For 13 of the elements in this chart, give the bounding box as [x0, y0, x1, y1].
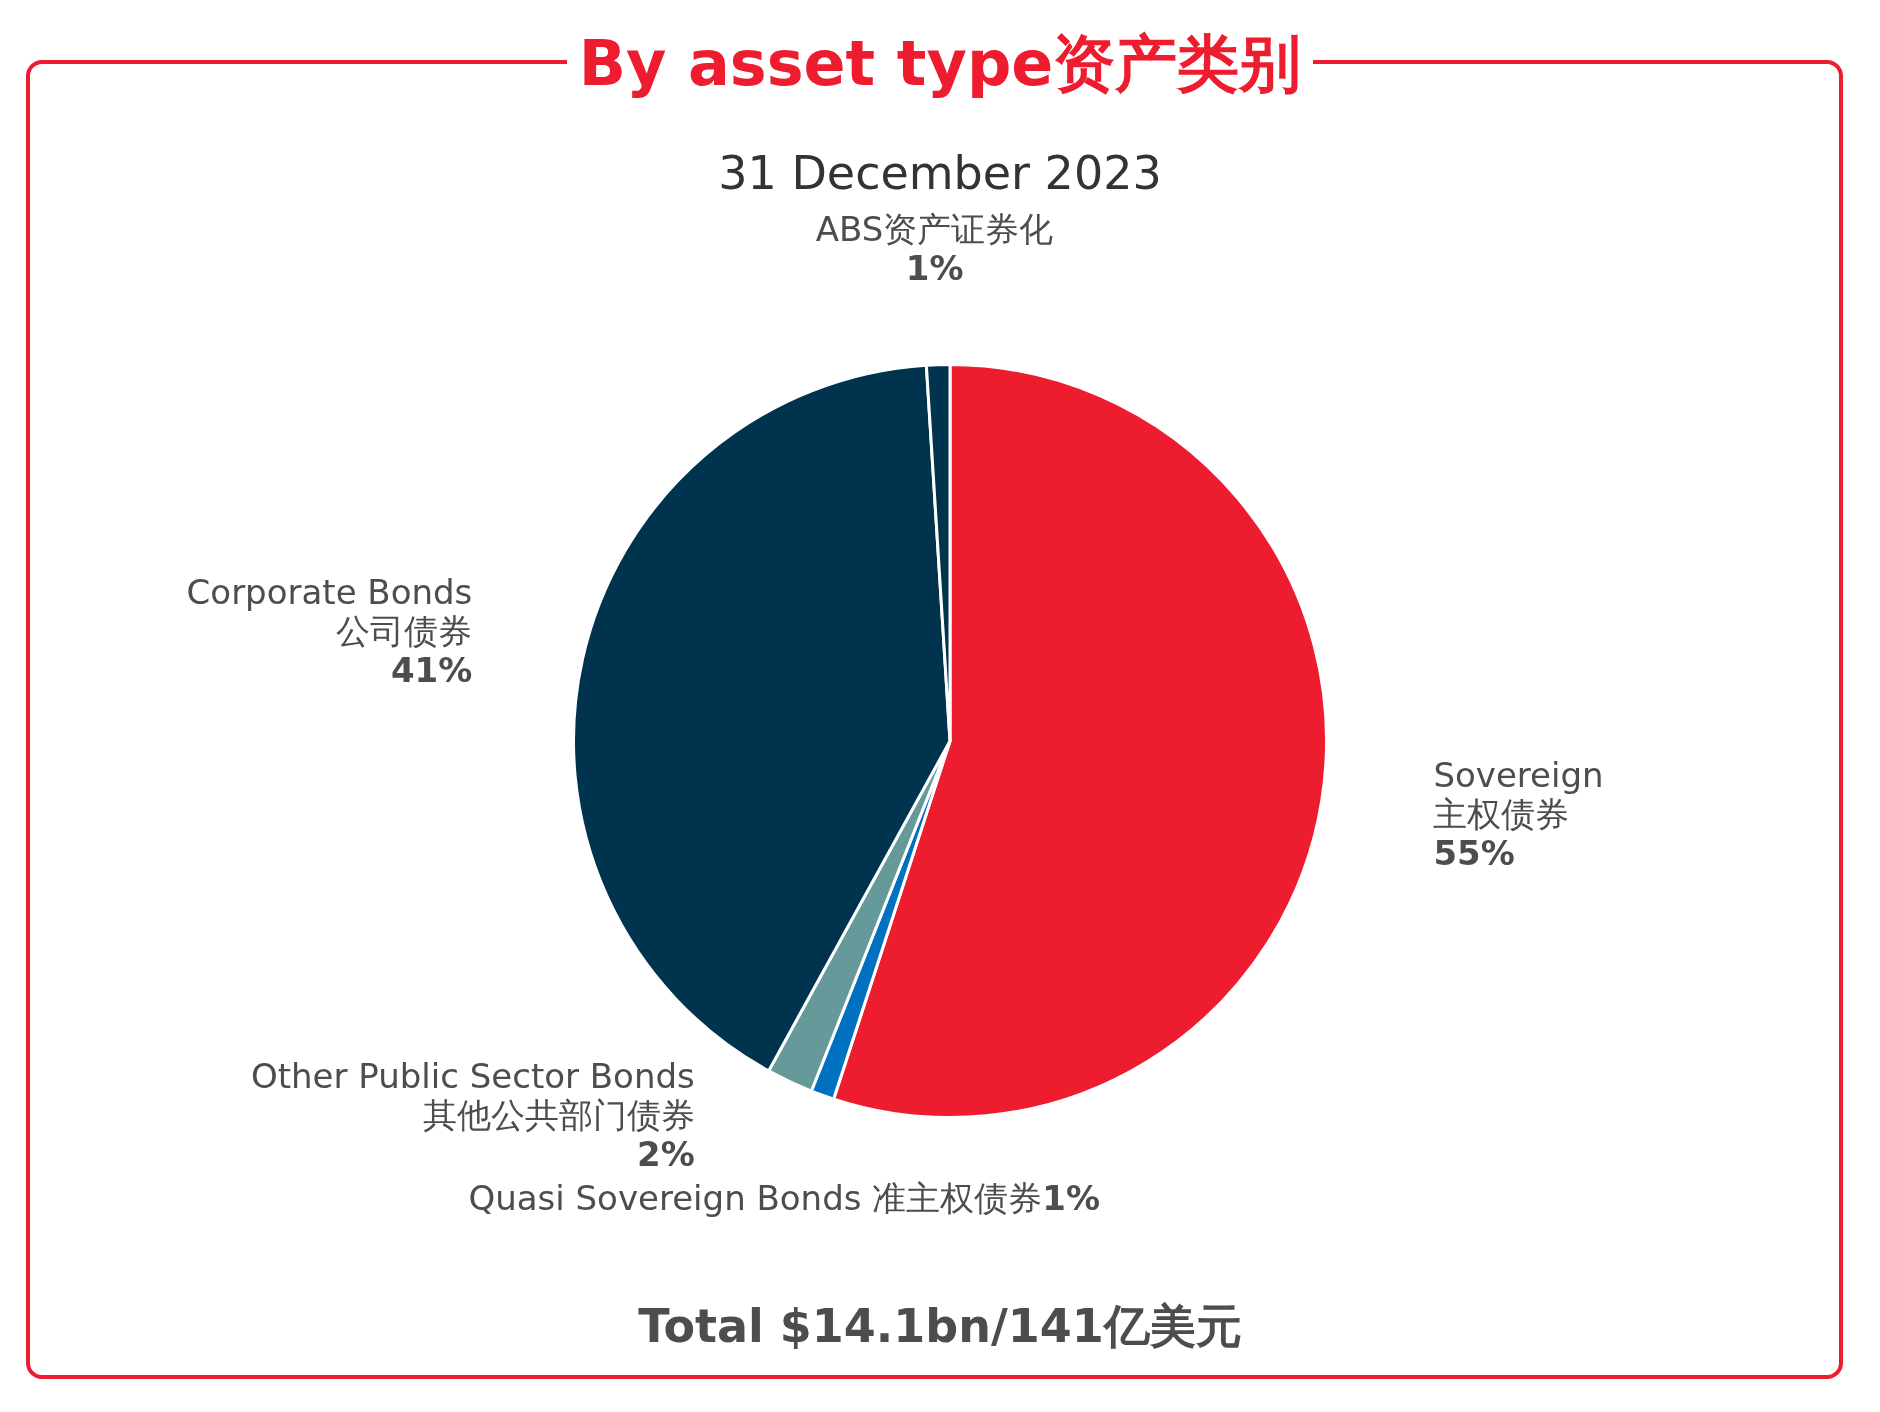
data-label: 41% — [390, 650, 473, 691]
slice-label: Sovereign 主权债券 — [1433, 755, 1604, 835]
chart-subtitle: 31 December 2023 — [717, 146, 1163, 200]
slice-label: ABS资产证券化 — [815, 209, 1054, 250]
text: Total $14.1bn/141亿美元 — [637, 1298, 1243, 1355]
data-label: 1% — [1042, 1178, 1100, 1219]
chart-title: By asset type资产类别 — [566, 27, 1314, 100]
data-label: 2% — [637, 1133, 695, 1174]
slice-label: Quasi Sovereign Bonds 准主权债券 — [468, 1178, 1043, 1219]
slice-label: Other Public Sector Bonds 其他公共部门债券 — [250, 1055, 695, 1135]
data-label: 55% — [1433, 833, 1515, 874]
slice-label: Corporate Bonds 公司债券 — [186, 571, 473, 652]
data-label: 1% — [905, 248, 964, 289]
